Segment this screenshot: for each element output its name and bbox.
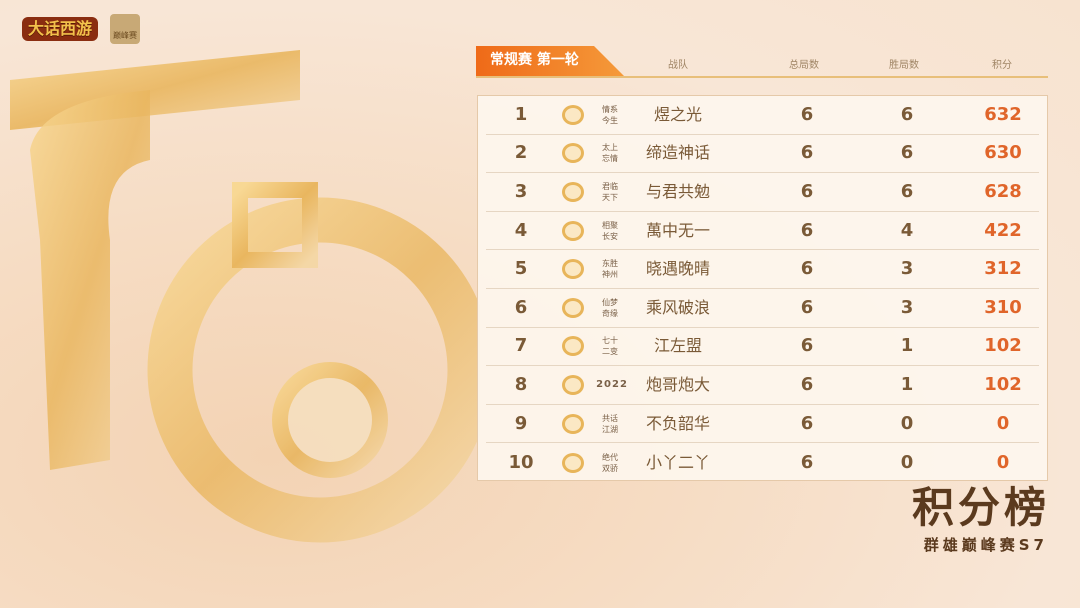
col-team: 战队 (668, 60, 688, 71)
table-header: 常规赛 第一轮 战队 总局数 胜局数 积分 (476, 46, 1048, 78)
total-games: 6 (800, 412, 814, 434)
total-games: 6 (800, 258, 814, 280)
team-name: 缔造神话 (645, 143, 711, 163)
rank: 2 (514, 142, 528, 164)
round-tab: 常规赛 第一轮 (476, 46, 624, 76)
table-row: 6 仙梦奇缘 乘风破浪 6 3 310 (486, 289, 1039, 328)
rank: 8 (514, 373, 528, 395)
table-row: 8 2022 炮哥炮大 6 1 102 (486, 366, 1039, 405)
table-row: 3 君临天下 与君共勉 6 6 628 (486, 173, 1039, 212)
wins: 6 (900, 103, 914, 125)
total-games: 6 (800, 335, 814, 357)
wins: 0 (900, 412, 914, 434)
team-logo-icon (562, 220, 584, 241)
total-games: 6 (800, 373, 814, 395)
team-name: 萬中无一 (645, 220, 711, 240)
game-logo: 大话西游 (22, 17, 99, 41)
standings-table: 1 情系今生 煜之光 6 6 632 2 太上忘情 缔造神话 6 6 630 3 君… (477, 95, 1048, 481)
wins: 3 (900, 296, 914, 318)
table-row: 10 绝代双骄 小丫二丫 6 0 0 (486, 443, 1039, 482)
server-tag: 绝代双骄 (602, 452, 618, 473)
logos: 大话西游 巅峰赛 (22, 14, 141, 44)
rank: 5 (514, 258, 528, 280)
total-games: 6 (800, 180, 814, 202)
server-tag: 2022 (596, 378, 628, 390)
rank: 9 (514, 412, 528, 434)
wins: 1 (900, 335, 914, 357)
server-tag: 太上忘情 (602, 143, 618, 164)
team-logo-icon (562, 374, 584, 395)
col-wins: 胜局数 (889, 60, 919, 71)
team-logo-icon (562, 143, 584, 164)
points: 102 (984, 335, 1022, 357)
points: 630 (984, 142, 1022, 164)
server-tag: 东胜神州 (602, 259, 618, 280)
team-name: 乘风破浪 (645, 297, 711, 317)
wins: 1 (900, 373, 914, 395)
xi-emblem-decoration (10, 50, 480, 543)
table-row: 2 太上忘情 缔造神话 6 6 630 (486, 135, 1039, 174)
rank: 1 (514, 103, 528, 125)
table-row: 1 情系今生 煜之光 6 6 632 (486, 96, 1039, 135)
wins: 3 (900, 258, 914, 280)
rank: 4 (514, 219, 528, 241)
col-points: 积分 (992, 60, 1012, 71)
points: 0 (996, 412, 1010, 434)
rank: 6 (514, 296, 528, 318)
points: 422 (984, 219, 1022, 241)
team-name: 煜之光 (653, 104, 703, 124)
server-tag: 七十二变 (602, 336, 618, 357)
team-logo-icon (562, 413, 584, 434)
table-row: 5 东胜神州 晓遇晚晴 6 3 312 (486, 250, 1039, 289)
team-logo-icon (562, 181, 584, 202)
col-total: 总局数 (789, 60, 819, 71)
server-tag: 仙梦奇缘 (602, 297, 618, 318)
points: 102 (984, 373, 1022, 395)
page-subtitle: 群雄巅峰赛S7 (923, 536, 1048, 554)
rank: 7 (514, 335, 528, 357)
points: 312 (984, 258, 1022, 280)
total-games: 6 (800, 451, 814, 473)
server-tag: 君临天下 (602, 181, 618, 202)
team-logo-icon (562, 336, 584, 357)
team-name: 江左盟 (653, 336, 703, 356)
points: 632 (984, 103, 1022, 125)
team-name: 小丫二丫 (645, 452, 711, 472)
points: 0 (996, 451, 1010, 473)
table-row: 7 七十二变 江左盟 6 1 102 (486, 328, 1039, 367)
total-games: 6 (800, 103, 814, 125)
server-tag: 共话江湖 (602, 413, 618, 434)
team-name: 炮哥炮大 (645, 374, 711, 394)
team-name: 不负韶华 (645, 413, 711, 433)
points: 310 (984, 296, 1022, 318)
team-logo-icon (562, 297, 584, 318)
team-logo-icon (562, 104, 584, 125)
rank: 10 (508, 451, 534, 473)
total-games: 6 (800, 219, 814, 241)
team-logo-icon (562, 259, 584, 280)
wins: 6 (900, 180, 914, 202)
rank: 3 (514, 180, 528, 202)
table-row: 9 共话江湖 不负韶华 6 0 0 (486, 405, 1039, 444)
server-tag: 相聚长安 (602, 220, 618, 241)
wins: 6 (900, 142, 914, 164)
wins: 4 (900, 219, 914, 241)
points: 628 (984, 180, 1022, 202)
page-title: 积分榜 (911, 483, 1050, 532)
event-logo: 巅峰赛 (110, 14, 141, 44)
team-name: 晓遇晚晴 (645, 259, 711, 279)
server-tag: 情系今生 (602, 104, 618, 125)
team-logo-icon (562, 452, 584, 473)
total-games: 6 (800, 142, 814, 164)
team-name: 与君共勉 (645, 181, 711, 201)
wins: 0 (900, 451, 914, 473)
table-row: 4 相聚长安 萬中无一 6 4 422 (486, 212, 1039, 251)
total-games: 6 (800, 296, 814, 318)
